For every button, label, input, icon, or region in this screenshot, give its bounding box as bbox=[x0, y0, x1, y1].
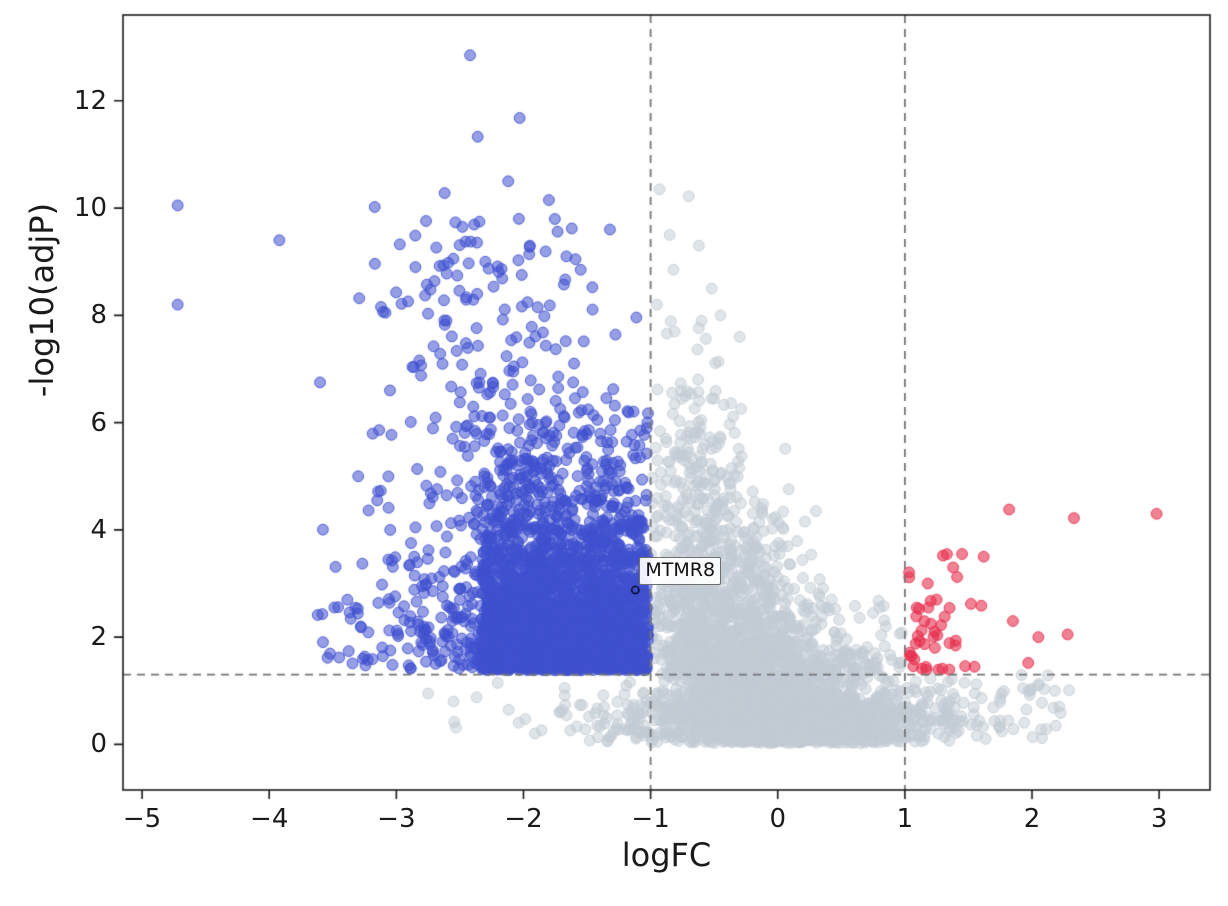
x-tick-label: −4 bbox=[250, 804, 289, 834]
x-tick-label: −5 bbox=[122, 804, 162, 834]
x-tick-label: 1 bbox=[896, 804, 914, 834]
x-tick-label: 3 bbox=[1150, 804, 1168, 834]
x-axis-label: logFC bbox=[621, 836, 712, 874]
y-axis-label: -log10(adjP) bbox=[23, 202, 61, 398]
y-tick-label: 0 bbox=[90, 729, 107, 760]
y-tick-label: 12 bbox=[73, 85, 107, 116]
x-tick-label: −2 bbox=[504, 804, 543, 834]
x-tick-label: −3 bbox=[377, 804, 416, 834]
y-tick-label: 10 bbox=[73, 193, 107, 224]
y-tick-label: 8 bbox=[90, 300, 107, 331]
y-tick-label: 6 bbox=[90, 407, 107, 438]
x-tick-label: −1 bbox=[631, 804, 670, 834]
y-tick-label: 4 bbox=[90, 514, 107, 545]
gene-annotation-label: MTMR8 bbox=[639, 556, 722, 585]
y-tick-label: 2 bbox=[90, 622, 107, 653]
x-tick-label: 2 bbox=[1023, 804, 1041, 834]
x-tick-label: 0 bbox=[769, 804, 787, 834]
